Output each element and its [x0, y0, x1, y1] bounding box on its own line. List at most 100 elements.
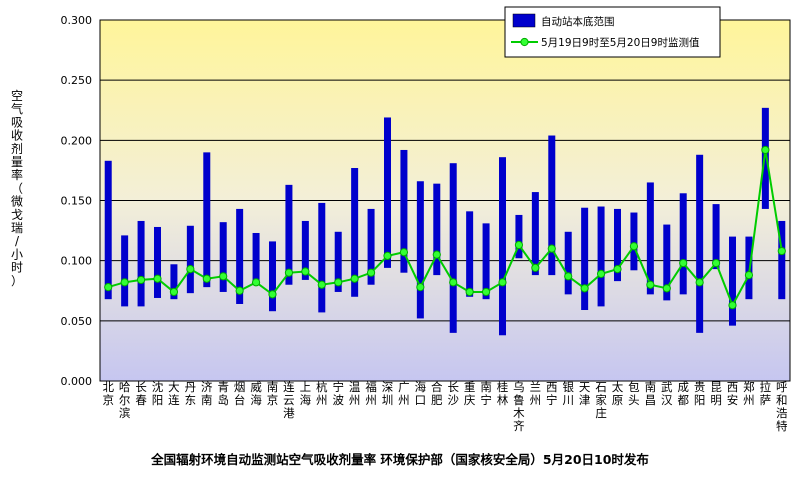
line-point: [613, 264, 622, 274]
x-category-label: 丹东: [185, 380, 197, 407]
y-tick-label: 0.000: [61, 375, 93, 388]
x-category-label: 石家庄: [595, 380, 607, 420]
legend: 自动站本底范围 5月19日9时至5月20日9时监测值: [504, 6, 721, 58]
measurement-line: [104, 145, 786, 310]
range-bar: [301, 220, 309, 280]
range-bar: [531, 192, 539, 276]
x-category-label: 南宁: [480, 380, 492, 407]
range-bars: [104, 107, 786, 336]
line-point: [547, 244, 556, 253]
x-category-label: 成都: [677, 380, 689, 407]
range-bar: [367, 208, 375, 285]
legend-line-label: 5月19日9时至5月20日9时监测值: [541, 36, 700, 49]
line-point: [317, 280, 326, 289]
legend-line-marker: [520, 37, 529, 47]
x-category-label: 昆明: [710, 380, 722, 407]
x-category-label: 拉萨: [760, 380, 772, 407]
x-category-label: 烟台: [234, 380, 246, 407]
range-bar: [400, 149, 408, 273]
range-bar: [663, 224, 671, 301]
line-point: [301, 267, 310, 276]
x-category-label: 银川: [562, 380, 574, 407]
range-bar: [761, 107, 769, 209]
x-category-label: 威海: [250, 380, 262, 407]
line-point: [202, 274, 211, 283]
line-point: [366, 268, 376, 277]
range-bar: [186, 225, 194, 294]
y-tick-labels: 0.000 0.050 0.100 0.150 0.200 0.250 0.300: [61, 14, 93, 388]
range-bar: [121, 235, 129, 307]
x-category-label: 大连: [168, 380, 180, 407]
range-bar: [252, 232, 260, 285]
line-point: [629, 242, 639, 251]
range-bar: [203, 152, 211, 288]
range-bar: [318, 202, 326, 313]
range-bar: [449, 163, 457, 333]
y-tick-label: 0.100: [61, 255, 93, 268]
line-point: [169, 287, 179, 297]
line-point: [596, 269, 606, 279]
range-bar: [679, 193, 687, 295]
range-bar: [416, 181, 424, 319]
line-point: [679, 258, 688, 268]
legend-box: [504, 6, 721, 58]
range-bar: [581, 207, 589, 311]
range-bar: [466, 211, 474, 297]
x-category-label: 太原: [612, 380, 624, 407]
x-category-label: 北京: [102, 380, 114, 407]
line-point: [120, 278, 129, 287]
line-point: [514, 240, 524, 250]
x-category-label: 温州: [349, 380, 361, 407]
range-bar: [548, 135, 556, 276]
x-category-label: 西安: [727, 380, 739, 407]
x-category-label: 济南: [201, 380, 213, 407]
line-point: [695, 278, 704, 287]
line-point: [580, 284, 589, 293]
line-point: [350, 274, 359, 283]
x-category-label: 武汉: [661, 380, 673, 407]
x-category-label: 杭州: [316, 380, 328, 407]
range-bar: [646, 182, 654, 295]
y-tick-label: 0.250: [61, 74, 93, 87]
line-point: [728, 301, 737, 310]
x-category-label: 南京: [267, 380, 279, 407]
line-point: [219, 272, 228, 281]
line-point: [449, 278, 458, 287]
line-point: [334, 278, 343, 287]
x-category-label: 南昌: [645, 380, 657, 407]
x-category-labels: 北京哈尔滨长春沈阳大连丹东济南青岛烟台威海南京连云港上海杭州宁波温州福州深圳广州…: [102, 380, 788, 433]
line-point: [251, 278, 261, 287]
x-category-label: 桂林: [497, 380, 509, 407]
range-bar: [154, 226, 161, 298]
x-category-label: 连云港: [283, 380, 295, 420]
x-category-label: 天津: [579, 380, 591, 407]
line-point: [481, 287, 491, 297]
y-tick-label: 0.150: [61, 195, 93, 208]
y-axis-label: 空气吸收剂量率（微戈瑞/小时）: [11, 89, 23, 288]
y-tick-label: 0.200: [61, 134, 93, 147]
plot-area-border: [99, 19, 791, 382]
line-point: [744, 271, 754, 280]
x-category-label: 重庆: [464, 380, 476, 407]
x-category-label: 包头: [628, 380, 640, 407]
legend-bar-swatch: [512, 13, 536, 28]
line-point: [284, 268, 294, 277]
x-category-label: 西宁: [546, 380, 558, 407]
x-category-label: 宁波: [332, 380, 344, 407]
range-bar: [696, 154, 704, 333]
line-point: [432, 250, 441, 259]
x-category-label: 乌鲁木齐: [513, 380, 525, 433]
line-point: [104, 283, 113, 292]
range-bar: [515, 214, 523, 259]
x-category-label: 深圳: [382, 380, 394, 407]
range-bar: [219, 222, 227, 292]
x-category-label: 广州: [398, 380, 410, 407]
x-category-label: 兰州: [530, 380, 542, 407]
range-bar: [170, 264, 178, 300]
x-category-label: 郑州: [743, 380, 755, 407]
x-category-label: 长春: [135, 380, 147, 407]
x-category-label: 长沙: [447, 380, 459, 407]
range-bar: [269, 241, 276, 312]
x-category-label: 贵阳: [694, 380, 706, 407]
